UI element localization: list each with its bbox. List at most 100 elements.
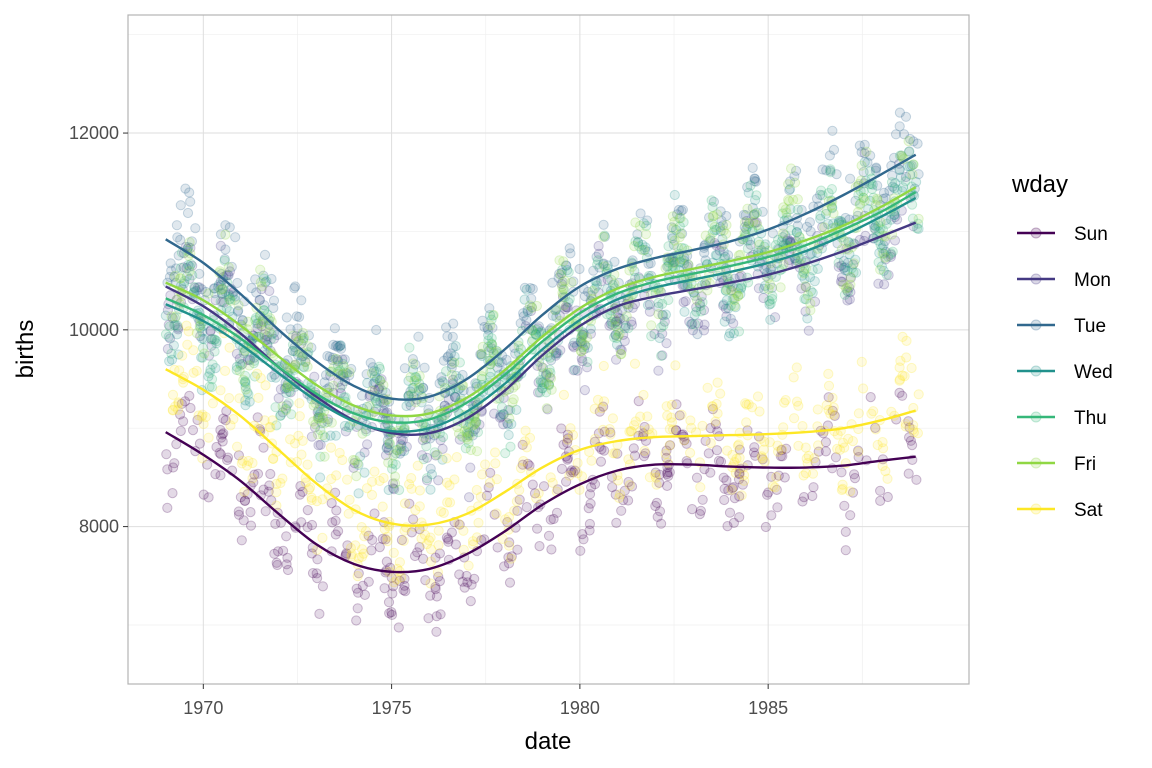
data-point-sat bbox=[271, 478, 282, 489]
data-point-sat bbox=[586, 455, 597, 466]
data-point-sun bbox=[562, 433, 574, 444]
data-point-mon bbox=[751, 217, 762, 228]
data-point-thu bbox=[206, 374, 218, 385]
data-point-sun bbox=[671, 425, 682, 436]
data-point-fri bbox=[609, 314, 620, 325]
data-point-sat bbox=[344, 494, 355, 505]
data-point-fri bbox=[705, 233, 716, 244]
data-point-mon bbox=[454, 434, 465, 445]
data-point-sun bbox=[294, 489, 306, 500]
data-point-sat bbox=[607, 413, 619, 424]
data-point-sat bbox=[352, 571, 363, 582]
data-point-sun bbox=[483, 482, 494, 493]
data-point-sat bbox=[797, 421, 808, 432]
data-point-sun bbox=[184, 390, 195, 401]
data-point-mon bbox=[668, 257, 679, 268]
data-point-mon bbox=[234, 353, 245, 364]
data-point-sat bbox=[302, 459, 313, 470]
data-point-sun bbox=[865, 392, 876, 403]
data-point-tue bbox=[281, 312, 292, 323]
data-point-sun bbox=[312, 573, 323, 584]
data-point-sun bbox=[394, 575, 405, 587]
data-point-sat bbox=[812, 421, 823, 432]
data-point-sun bbox=[599, 445, 610, 456]
data-point-mon bbox=[380, 450, 392, 461]
data-point-mon bbox=[783, 257, 794, 268]
data-point-mon bbox=[287, 345, 298, 356]
data-point-mon bbox=[560, 301, 571, 312]
data-point-fri bbox=[488, 309, 499, 321]
data-point-sat bbox=[473, 517, 484, 528]
data-point-sun bbox=[596, 444, 607, 455]
data-point-sun bbox=[662, 468, 673, 480]
data-point-sat bbox=[490, 447, 501, 458]
data-point-fri bbox=[781, 207, 792, 218]
data-point-sun bbox=[504, 577, 516, 588]
data-point-sun bbox=[797, 496, 808, 507]
data-point-mon bbox=[387, 478, 399, 489]
data-point-mon bbox=[335, 382, 346, 394]
data-point-sat bbox=[480, 459, 491, 470]
data-point-sun bbox=[839, 500, 850, 511]
data-point-sun bbox=[845, 510, 856, 521]
data-point-sat bbox=[414, 501, 425, 512]
data-point-sun bbox=[167, 488, 178, 499]
data-point-sat bbox=[369, 466, 380, 477]
data-point-fri bbox=[558, 283, 569, 294]
data-point-sun bbox=[757, 454, 768, 465]
data-point-fri bbox=[668, 223, 679, 234]
data-point-mon bbox=[194, 282, 205, 293]
data-point-sun bbox=[626, 481, 638, 492]
data-point-mon bbox=[579, 385, 591, 396]
data-point-sat bbox=[897, 331, 908, 342]
data-point-sun bbox=[363, 530, 374, 541]
data-point-mon bbox=[687, 318, 698, 329]
data-point-sun bbox=[454, 519, 465, 530]
data-point-sat bbox=[906, 362, 917, 374]
data-point-sun bbox=[905, 435, 917, 446]
data-point-mon bbox=[537, 362, 549, 373]
data-point-mon bbox=[261, 334, 272, 346]
data-point-sun bbox=[589, 479, 601, 490]
data-point-sat bbox=[511, 496, 523, 507]
data-point-sun bbox=[611, 517, 622, 529]
data-point-mon bbox=[883, 270, 894, 281]
data-point-mon bbox=[626, 316, 637, 327]
data-point-sat bbox=[207, 398, 218, 409]
data-point-sat bbox=[788, 372, 799, 383]
data-point-fri bbox=[599, 261, 610, 272]
data-point-mon bbox=[842, 285, 853, 296]
data-point-sun bbox=[546, 544, 557, 555]
data-point-sun bbox=[882, 491, 893, 503]
data-point-mon bbox=[417, 435, 428, 446]
data-point-sun bbox=[353, 587, 364, 598]
data-point-mon bbox=[860, 230, 871, 241]
data-point-sun bbox=[430, 552, 441, 563]
data-point-mon bbox=[544, 372, 555, 383]
data-point-sun bbox=[727, 483, 738, 494]
data-point-sun bbox=[830, 452, 842, 463]
data-point-sat bbox=[326, 473, 337, 485]
data-point-sun bbox=[307, 568, 319, 579]
data-point-sun bbox=[721, 475, 732, 486]
data-point-sun bbox=[610, 489, 621, 500]
data-point-mon bbox=[833, 261, 844, 272]
data-point-sun bbox=[399, 580, 410, 591]
x-tick-label: 1970 bbox=[183, 698, 223, 718]
data-point-sun bbox=[271, 557, 282, 568]
data-point-sun bbox=[694, 508, 706, 520]
data-point-sun bbox=[217, 429, 228, 440]
data-point-sat bbox=[183, 326, 194, 337]
data-point-mon bbox=[618, 329, 629, 340]
data-point-sun bbox=[342, 540, 353, 551]
data-point-mon bbox=[216, 288, 228, 299]
data-point-sun bbox=[703, 448, 714, 459]
data-point-mon bbox=[449, 391, 460, 402]
data-point-sat bbox=[294, 398, 305, 409]
data-point-sun bbox=[249, 469, 260, 480]
data-point-sun bbox=[633, 396, 644, 407]
data-point-sun bbox=[420, 575, 431, 586]
data-point-sat bbox=[433, 540, 444, 551]
data-point-mon bbox=[680, 296, 691, 307]
data-point-mon bbox=[381, 442, 393, 453]
